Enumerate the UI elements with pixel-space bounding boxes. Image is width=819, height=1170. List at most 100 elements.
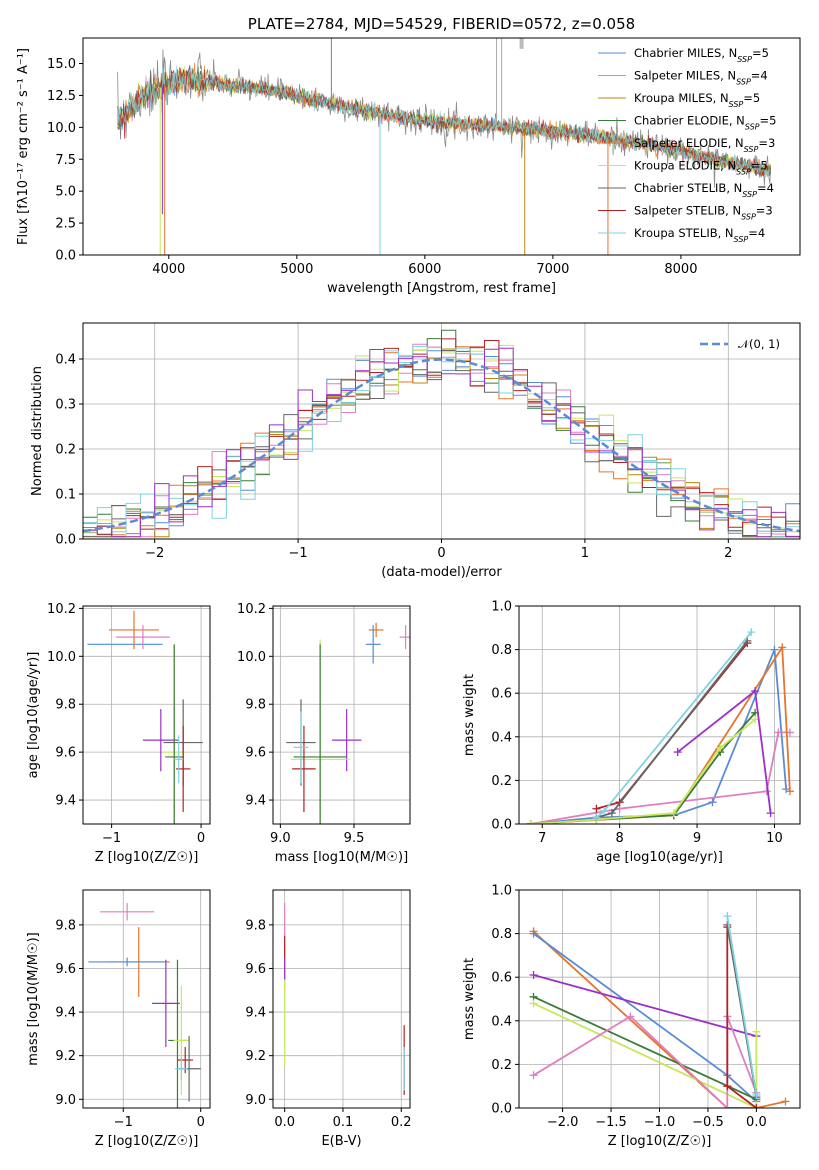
axes-frame bbox=[518, 605, 801, 825]
x-tick-label: −2 bbox=[145, 546, 164, 561]
axes-frame bbox=[82, 37, 801, 256]
legend-label: Salpeter MILES, NSSP=4 bbox=[634, 69, 768, 87]
plot-area bbox=[519, 606, 800, 824]
axes-frame bbox=[82, 889, 211, 1109]
plot-area bbox=[273, 890, 410, 1108]
y-tick-label: 0.0 bbox=[55, 249, 76, 264]
legend-label: Chabrier STELIB, NSSP=4 bbox=[634, 181, 774, 199]
spectrum-line bbox=[117, 65, 771, 178]
y-tick-label: 9.6 bbox=[245, 746, 266, 761]
data-point-marker bbox=[526, 820, 535, 824]
y-tick-label: 9.8 bbox=[245, 698, 266, 713]
legend-label: 𝒩(0, 1) bbox=[738, 337, 780, 351]
legend-label: Kroupa ELODIE, NSSP=5 bbox=[634, 159, 768, 177]
x-tick-label: 5000 bbox=[280, 262, 313, 277]
x-tick-label: 0 bbox=[197, 831, 205, 846]
x-tick-label: 10 bbox=[766, 831, 783, 846]
y-tick-label: 0.0 bbox=[491, 1102, 512, 1117]
y-tick-label: 10.0 bbox=[237, 650, 266, 665]
y-axis-label: mass weight bbox=[462, 958, 477, 1040]
y-tick-label: 10.2 bbox=[237, 602, 266, 617]
gridlines bbox=[273, 606, 410, 824]
axes-frame bbox=[272, 889, 411, 1109]
y-tick-label: 15.0 bbox=[47, 57, 76, 72]
x-tick-label: 9.0 bbox=[270, 831, 291, 846]
x-axis-label: (data-model)/error bbox=[381, 565, 502, 580]
data-point-marker bbox=[752, 1104, 761, 1108]
y-tick-label: 0.2 bbox=[491, 774, 512, 789]
weight-series-line bbox=[533, 995, 757, 1101]
plot-area bbox=[83, 606, 210, 824]
y-axis-label: Flux [fλ10⁻¹⁷ erg cm⁻² s⁻¹ A⁻¹] bbox=[16, 48, 31, 245]
x-axis-label: Z [log10(Z/Z☉)] bbox=[608, 1134, 712, 1149]
axes-age-vs-mass: 9.0 9.5 9.4 9.6 9.8 10.0 10.2 mass [log10(M/M☉)… bbox=[237, 602, 411, 865]
data-point-marker bbox=[673, 748, 682, 757]
axes-mass-weight-vs-age: 7 8 9 10 0.0 0.2 0.4 0.6 0.8 1.0 age [log10(age/yr… bbox=[462, 600, 801, 865]
data-point-marker bbox=[723, 912, 732, 921]
x-tick-label: −1.0 bbox=[644, 1115, 676, 1130]
weight-series-line bbox=[533, 1015, 758, 1108]
data-point-marker bbox=[529, 971, 538, 980]
plot-area bbox=[519, 890, 800, 1108]
data-point-marker bbox=[785, 787, 794, 796]
data-point-marker bbox=[774, 728, 783, 737]
x-tick-label: 0 bbox=[437, 546, 445, 561]
legend-label: Chabrier ELODIE, NSSP=5 bbox=[634, 114, 776, 132]
axes-mass-weight-vs-Z: −2.0 −1.5 −1.0 −0.5 0.0 0.0 0.2 0.4 0.6 0.8 1.0 Z [… bbox=[462, 884, 801, 1149]
data-point-marker bbox=[600, 806, 609, 815]
x-axis-label: E(B-V) bbox=[321, 1134, 361, 1149]
weight-series-line bbox=[726, 916, 758, 1096]
y-tick-label: 7.5 bbox=[55, 153, 76, 168]
y-tick-label: 9.0 bbox=[245, 1093, 266, 1108]
data-point-marker bbox=[752, 1090, 761, 1099]
x-tick-label: 7 bbox=[538, 831, 546, 846]
data-point-marker bbox=[592, 804, 601, 813]
data-point-marker bbox=[770, 645, 779, 654]
axes-mass-vs-EBV: 0.0 0.1 0.2 9.0 9.2 9.4 9.6 9.8 E(B-V) bbox=[245, 889, 412, 1149]
x-tick-label: 9 bbox=[693, 831, 701, 846]
histogram-series bbox=[83, 338, 800, 538]
y-tick-label: 0.6 bbox=[491, 687, 512, 702]
y-axis-label: mass [log10(M/M☉)] bbox=[26, 932, 41, 1065]
data-point-marker bbox=[752, 1027, 761, 1036]
x-tick-label: −1 bbox=[289, 546, 308, 561]
y-tick-label: 9.4 bbox=[245, 1006, 266, 1021]
chart-title: PLATE=2784, MJD=54529, FIBERID=0572, z=0… bbox=[248, 15, 635, 33]
data-point-marker bbox=[626, 1012, 635, 1021]
legend-label: Chabrier MILES, NSSP=5 bbox=[634, 46, 769, 64]
data-point-marker bbox=[708, 798, 717, 807]
y-tick-label: 0.6 bbox=[491, 971, 512, 986]
x-tick-label: 2 bbox=[724, 546, 732, 561]
data-point-marker bbox=[781, 1097, 790, 1106]
y-axis-label: age [log10(age/yr)] bbox=[26, 652, 41, 779]
spectrum-line bbox=[117, 65, 771, 178]
data-point-marker bbox=[529, 1071, 538, 1080]
histogram-series bbox=[83, 347, 800, 538]
weight-series-line bbox=[530, 649, 787, 824]
data-point-marker bbox=[747, 628, 756, 637]
data-point-marker bbox=[723, 1082, 732, 1091]
y-tick-label: 9.4 bbox=[55, 1006, 76, 1021]
data-point-marker bbox=[723, 920, 732, 929]
y-tick-label: 1.0 bbox=[491, 884, 512, 899]
x-tick-label: −1 bbox=[114, 1115, 133, 1130]
y-tick-label: 9.4 bbox=[245, 794, 266, 809]
y-tick-label: 9.2 bbox=[55, 1049, 76, 1064]
data-point-marker bbox=[669, 809, 678, 818]
y-tick-label: 10.2 bbox=[47, 602, 76, 617]
y-tick-label: 9.0 bbox=[55, 1093, 76, 1108]
x-tick-label: −0.5 bbox=[692, 1115, 724, 1130]
data-point-marker bbox=[751, 715, 760, 724]
x-tick-label: 0.1 bbox=[333, 1115, 354, 1130]
plot-area bbox=[117, 38, 771, 255]
x-tick-label: 0.0 bbox=[746, 1115, 767, 1130]
y-tick-label: 1.0 bbox=[491, 600, 512, 615]
y-tick-label: 0.0 bbox=[55, 533, 76, 548]
y-tick-label: 0.4 bbox=[491, 1014, 512, 1029]
plot-area bbox=[83, 890, 210, 1108]
axes-frame bbox=[272, 605, 411, 825]
y-tick-label: 2.5 bbox=[55, 217, 76, 232]
x-tick-label: 4000 bbox=[152, 262, 185, 277]
x-axis-label: Z [log10(Z/Z☉)] bbox=[95, 1134, 199, 1149]
